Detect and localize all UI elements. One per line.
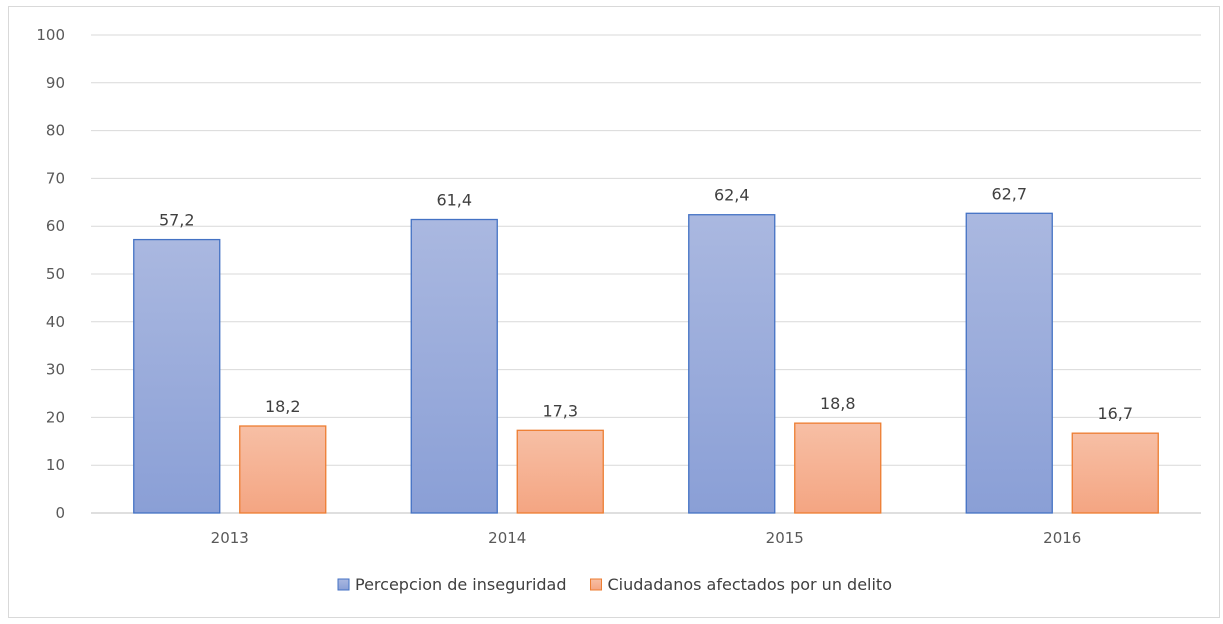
- data-label: 18,2: [265, 397, 301, 416]
- bar-percepcion-2014: [410, 218, 498, 514]
- data-label: 61,4: [436, 191, 472, 210]
- y-tick-label: 60: [46, 217, 65, 235]
- y-tick-label: 100: [36, 26, 65, 44]
- y-axis-ticks: 0 10 20 30 40 50 60 70 80 90 100: [36, 26, 65, 522]
- bar-percepcion-2015: [688, 214, 776, 514]
- chart-frame: 0 10 20 30 40 50 60 70 80 90 100 57,2 18,2 61,4 17,3 6…: [8, 6, 1220, 618]
- bar-chart: 0 10 20 30 40 50 60 70 80 90 100 57,2 18,2 61,4 17,3 6…: [36, 26, 1201, 594]
- data-label: 18,8: [820, 394, 856, 413]
- y-tick-label: 80: [46, 122, 65, 140]
- legend: Percepcion de inseguridad Ciudadanos afec…: [337, 575, 892, 594]
- data-label: 17,3: [542, 401, 578, 420]
- bars: [133, 212, 1159, 514]
- data-labels: 57,2 18,2 61,4 17,3 62,4 18,8 62,7 16,7: [159, 184, 1133, 423]
- bar-ciudadanos-2014: [516, 429, 604, 514]
- x-tick-label: 2015: [766, 529, 804, 547]
- legend-label: Percepcion de inseguridad: [355, 575, 567, 594]
- bar-ciudadanos-2013: [239, 425, 327, 514]
- data-label: 62,7: [991, 184, 1027, 203]
- y-tick-label: 20: [46, 408, 65, 426]
- x-tick-label: 2016: [1043, 529, 1081, 547]
- x-tick-label: 2013: [211, 529, 249, 547]
- y-tick-label: 0: [55, 504, 65, 522]
- bar-ciudadanos-2015: [794, 422, 882, 514]
- x-axis-ticks: 2013 2014 2015 2016: [211, 529, 1082, 547]
- legend-label: Ciudadanos afectados por un delito: [608, 575, 892, 594]
- legend-swatch: [337, 578, 350, 591]
- legend-swatch: [590, 578, 603, 591]
- x-tick-label: 2014: [488, 529, 526, 547]
- y-tick-label: 50: [46, 265, 65, 283]
- data-label: 62,4: [714, 186, 750, 205]
- y-tick-label: 90: [46, 74, 65, 92]
- legend-item: Ciudadanos afectados por un delito: [590, 575, 892, 594]
- y-tick-label: 10: [46, 456, 65, 474]
- bar-ciudadanos-2016: [1071, 432, 1159, 514]
- legend-item: Percepcion de inseguridad: [337, 575, 567, 594]
- data-label: 57,2: [159, 211, 195, 230]
- bar-percepcion-2016: [965, 212, 1053, 514]
- y-tick-label: 70: [46, 169, 65, 187]
- bar-percepcion-2013: [133, 238, 221, 514]
- y-tick-label: 30: [46, 361, 65, 379]
- y-tick-label: 40: [46, 313, 65, 331]
- data-label: 16,7: [1097, 404, 1133, 423]
